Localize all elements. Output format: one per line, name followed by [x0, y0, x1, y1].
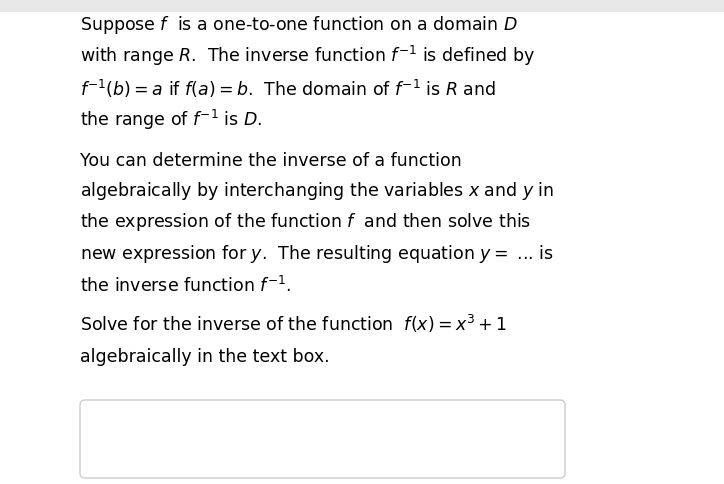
Text: algebraically by interchanging the variables $x$ and $y$ in: algebraically by interchanging the varia…: [80, 180, 555, 202]
Text: You can determine the inverse of a function: You can determine the inverse of a funct…: [80, 152, 462, 170]
Text: the range of $f^{-1}$ is $D$.: the range of $f^{-1}$ is $D$.: [80, 107, 262, 132]
Bar: [0, 0, 724, 12]
Text: with range $R$.  The inverse function $f^{-1}$ is defined by: with range $R$. The inverse function $f^…: [80, 44, 535, 68]
FancyBboxPatch shape: [80, 400, 565, 478]
Text: Suppose $f$  is a one-to-one function on a domain $D$: Suppose $f$ is a one-to-one function on …: [80, 15, 518, 36]
Text: new expression for $y$.  The resulting equation $y = $ ... is: new expression for $y$. The resulting eq…: [80, 243, 554, 265]
Text: the expression of the function $f$  and then solve this: the expression of the function $f$ and t…: [80, 212, 531, 233]
Text: $f^{-1}(b) = a$ if $f(a) = b$.  The domain of $f^{-1}$ is $R$ and: $f^{-1}(b) = a$ if $f(a) = b$. The domai…: [80, 78, 496, 100]
Text: Solve for the inverse of the function  $f(x) = x^3 + 1$: Solve for the inverse of the function $f…: [80, 313, 508, 335]
Text: algebraically in the text box.: algebraically in the text box.: [80, 348, 329, 366]
Text: the inverse function $f^{-1}$.: the inverse function $f^{-1}$.: [80, 276, 291, 296]
